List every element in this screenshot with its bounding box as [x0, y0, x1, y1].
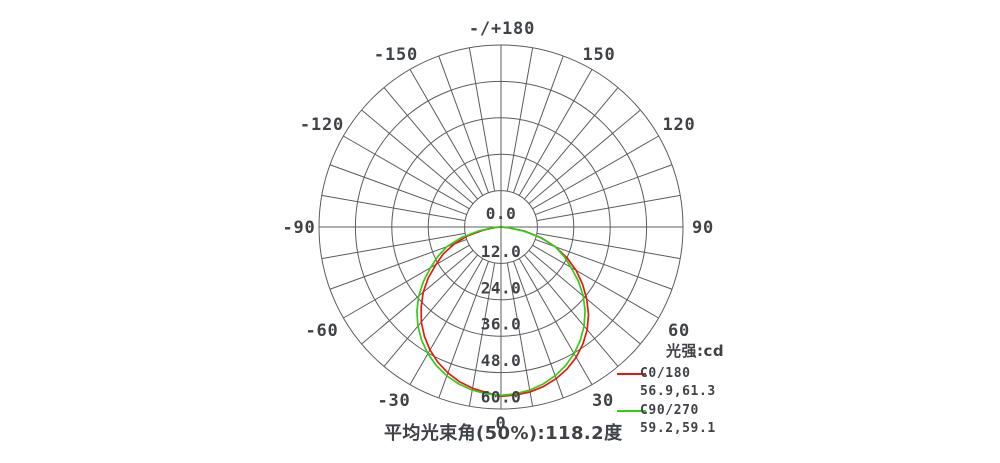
grid-spoke: [409, 69, 484, 196]
grid-spoke: [532, 135, 659, 210]
grid-spoke: [329, 164, 467, 216]
angle-label: -120: [300, 115, 344, 135]
angle-label: -150: [374, 45, 418, 65]
grid-spoke: [535, 238, 673, 290]
grid-spoke: [528, 109, 641, 204]
angle-label: 90: [692, 218, 714, 238]
grid-spoke: [468, 47, 496, 192]
angle-label: -90: [282, 218, 315, 238]
radial-tick-label: 24.0: [481, 278, 522, 297]
angle-label: 120: [662, 115, 695, 135]
intensity-curves: [416, 226, 590, 398]
curve-c90-270: [416, 226, 586, 397]
grid-spoke: [536, 194, 681, 222]
radial-tick-label: 36.0: [481, 315, 522, 334]
radial-tick-label: 0.0: [486, 204, 516, 223]
grid-spoke: [343, 244, 470, 319]
grid-spoke: [512, 55, 564, 193]
grid-spoke: [343, 135, 470, 210]
radial-tick-label: 60.0: [481, 388, 522, 407]
grid-spoke: [468, 262, 496, 407]
grid-spoke: [532, 244, 659, 319]
angle-label: 0: [495, 414, 506, 434]
angle-label: 60: [668, 321, 690, 341]
angle-label: 150: [582, 45, 615, 65]
angle-label: -30: [377, 391, 410, 411]
grid-spoke: [506, 47, 534, 192]
polar-grid-spokes: [319, 45, 683, 409]
angle-label: -/+180: [469, 19, 535, 39]
grid-spoke: [409, 258, 484, 385]
grid-spoke: [361, 250, 474, 345]
angle-labels: -/+180 -150 -120 -90 -60 -30 0 30 60 90 120 150: [282, 19, 714, 434]
grid-spoke: [383, 254, 478, 367]
grid-spoke: [438, 55, 490, 193]
radial-tick-label: 48.0: [481, 351, 522, 370]
grid-spoke: [383, 87, 478, 200]
curve-c0-180: [420, 226, 590, 398]
grid-spoke: [528, 250, 641, 345]
grid-spoke: [361, 109, 474, 204]
grid-spoke: [506, 262, 534, 407]
radial-tick-label: 12.0: [481, 242, 522, 261]
grid-spoke: [524, 254, 619, 367]
grid-spoke: [536, 232, 681, 260]
grid-spoke: [321, 194, 466, 222]
average-beam-angle-caption: 平均光束角(50%):118.2度: [384, 423, 623, 444]
angle-label: -60: [305, 321, 338, 341]
angle-label: 30: [592, 391, 614, 411]
grid-spoke: [524, 87, 619, 200]
grid-spoke: [518, 69, 593, 196]
grid-spoke: [518, 258, 593, 385]
grid-spoke: [535, 164, 673, 216]
grid-spoke: [329, 238, 467, 290]
grid-spoke: [321, 232, 466, 260]
radial-tick-labels: 0.0 12.0 24.0 36.0 48.0 60.0: [481, 204, 522, 407]
